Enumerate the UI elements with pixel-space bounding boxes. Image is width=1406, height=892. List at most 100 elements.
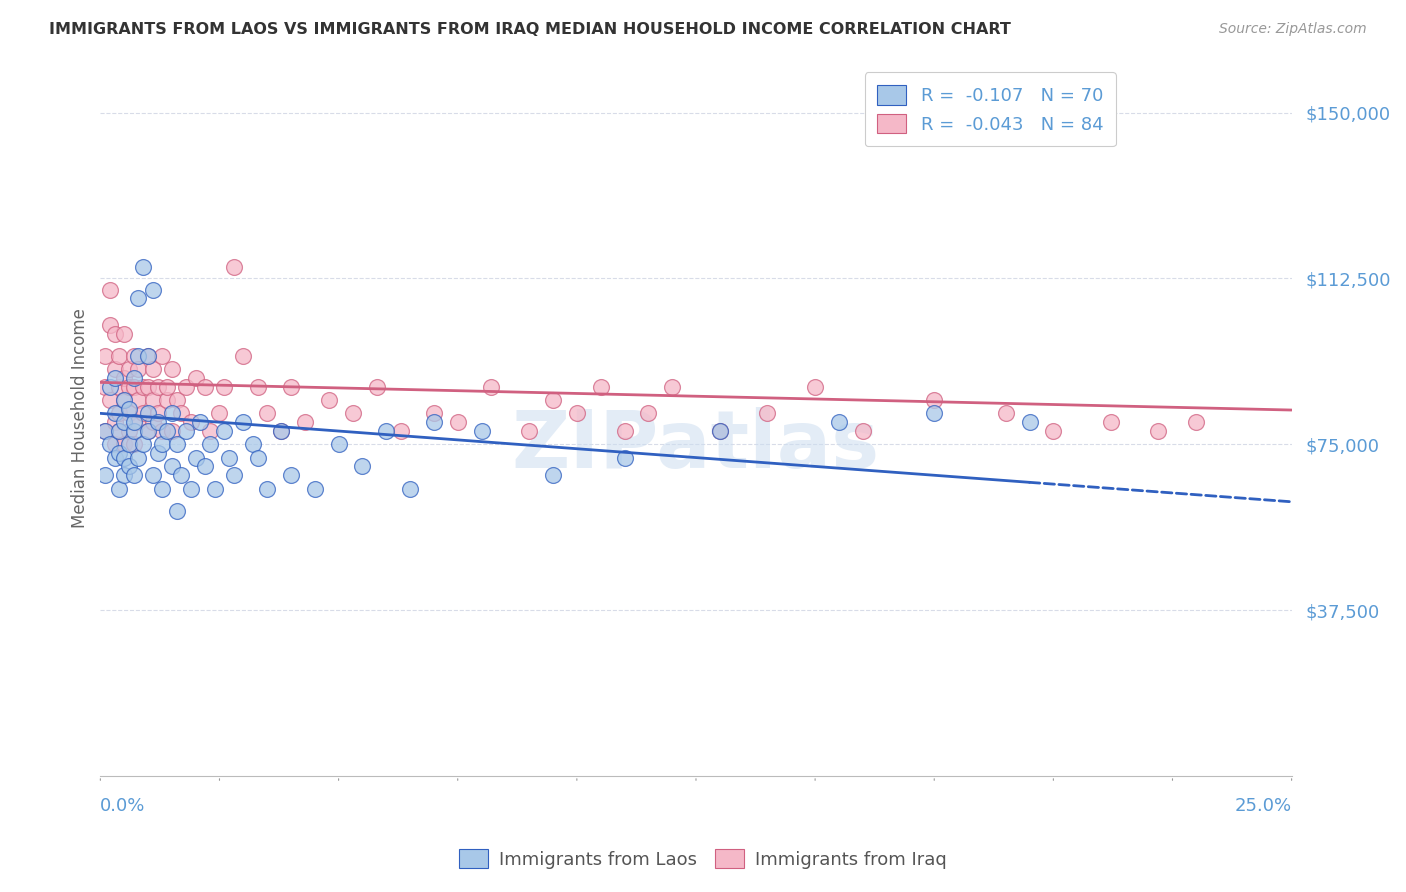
Legend: Immigrants from Laos, Immigrants from Iraq: Immigrants from Laos, Immigrants from Ir… (453, 841, 953, 876)
Point (98, 380, 121, 394)
Point (136, 406, 159, 420)
Point (98, 283, 121, 297)
Point (94, 424, 117, 438)
Point (294, 415, 316, 429)
Y-axis label: Median Household Income: Median Household Income (72, 308, 89, 528)
Point (104, 406, 127, 420)
Point (108, 406, 131, 420)
Point (828, 415, 851, 429)
Point (194, 459, 217, 474)
Point (352, 459, 374, 474)
Point (104, 362, 127, 376)
Point (218, 450, 240, 465)
Point (94, 380, 117, 394)
Point (328, 437, 350, 451)
Point (756, 406, 779, 420)
Point (242, 437, 264, 451)
Point (108, 446, 131, 460)
Point (136, 424, 159, 438)
Point (804, 380, 827, 394)
Point (127, 393, 149, 408)
Point (98, 318, 121, 332)
Text: Source: ZipAtlas.com: Source: ZipAtlas.com (1219, 22, 1367, 37)
Point (375, 424, 398, 438)
Point (156, 393, 179, 408)
Point (661, 380, 683, 394)
Point (280, 380, 302, 394)
Point (184, 450, 207, 465)
Point (122, 371, 145, 385)
Point (613, 450, 636, 465)
Point (132, 260, 155, 275)
Point (389, 424, 412, 438)
Point (166, 503, 188, 517)
Point (94, 424, 117, 438)
Point (174, 424, 197, 438)
Point (190, 415, 212, 429)
Point (1099, 415, 1122, 429)
Point (852, 424, 875, 438)
Point (208, 406, 231, 420)
Point (1147, 424, 1170, 438)
Point (146, 406, 169, 420)
Point (104, 437, 127, 451)
Point (399, 482, 422, 496)
Text: IMMIGRANTS FROM LAOS VS IMMIGRANTS FROM IRAQ MEDIAN HOUSEHOLD INCOME CORRELATION: IMMIGRANTS FROM LAOS VS IMMIGRANTS FROM … (49, 22, 1011, 37)
Point (922, 393, 945, 408)
Point (108, 424, 131, 438)
Point (108, 349, 131, 363)
Point (104, 415, 127, 429)
Point (112, 393, 135, 408)
Point (118, 424, 141, 438)
Point (304, 482, 326, 496)
Point (246, 450, 269, 465)
Point (232, 415, 254, 429)
Point (589, 380, 612, 394)
Point (222, 468, 245, 483)
Point (1042, 424, 1064, 438)
Point (122, 437, 145, 451)
Point (256, 482, 278, 496)
Point (146, 380, 169, 394)
Point (212, 424, 235, 438)
Point (118, 459, 141, 474)
Point (112, 326, 135, 341)
Point (112, 468, 135, 483)
Point (118, 406, 141, 420)
Point (922, 406, 945, 420)
Point (198, 437, 221, 451)
Point (150, 437, 173, 451)
Point (270, 424, 292, 438)
Point (470, 424, 492, 438)
Point (637, 406, 659, 420)
Point (118, 437, 141, 451)
Point (112, 371, 135, 385)
Point (270, 424, 292, 438)
Point (118, 362, 141, 376)
Point (98, 393, 121, 408)
Point (1018, 415, 1040, 429)
Text: ZIPatlas: ZIPatlas (512, 408, 880, 485)
Point (194, 380, 217, 394)
Point (246, 380, 269, 394)
Text: 25.0%: 25.0% (1234, 797, 1292, 815)
Point (709, 424, 731, 438)
Point (170, 468, 193, 483)
Point (423, 415, 446, 429)
Point (142, 362, 165, 376)
Point (222, 260, 245, 275)
Point (160, 424, 183, 438)
Point (118, 380, 141, 394)
Point (112, 393, 135, 408)
Point (98, 437, 121, 451)
Point (184, 371, 207, 385)
Point (112, 437, 135, 451)
Point (122, 380, 145, 394)
Legend: R =  -0.107   N = 70, R =  -0.043   N = 84: R = -0.107 N = 70, R = -0.043 N = 84 (865, 72, 1116, 146)
Point (112, 450, 135, 465)
Point (94, 468, 117, 483)
Point (156, 424, 179, 438)
Point (212, 380, 235, 394)
Point (146, 446, 169, 460)
Point (146, 415, 169, 429)
